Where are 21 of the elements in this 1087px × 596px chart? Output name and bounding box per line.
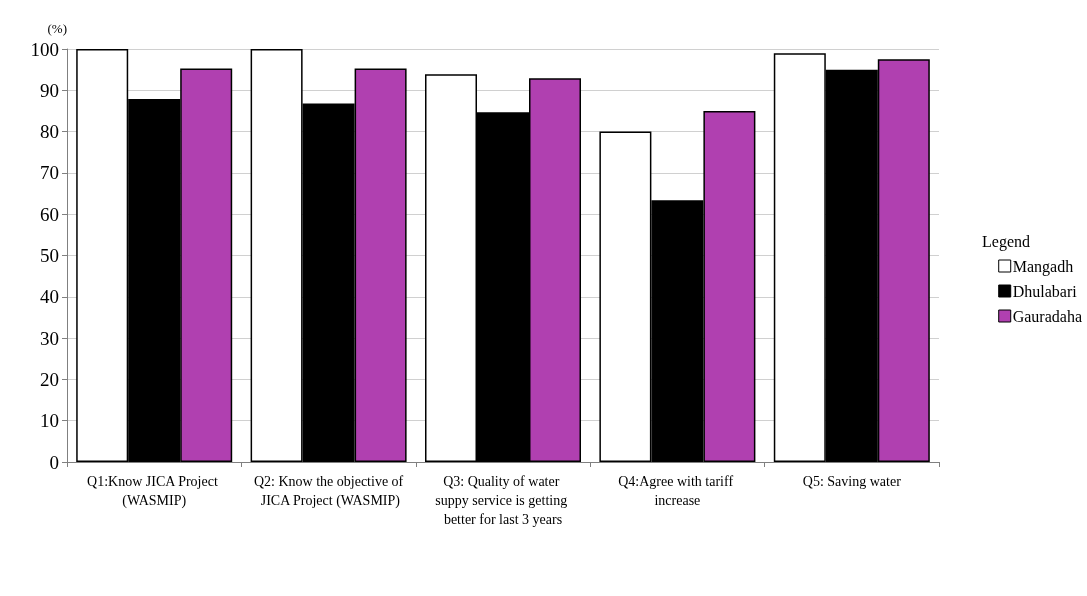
x-tick-label: Q5: Saving water (802, 474, 902, 489)
y-tick-label: 0 (49, 451, 59, 473)
legend-label: Dhulabari (1012, 282, 1078, 300)
legend-label: Mangadh (1012, 257, 1074, 276)
y-tick-label: 60 (40, 203, 59, 225)
legend-title: Legend (982, 232, 1031, 251)
x-tick-label: Q2: Know the objective of JICA Project (WASMIP) (253, 474, 404, 509)
x-tick-label: Q1:Know JICA Project (WASMIP) (87, 474, 222, 509)
y-tick-label: 90 (40, 79, 59, 101)
y-tick-label: 50 (40, 245, 59, 266)
y-tick-label: 100 (30, 38, 59, 60)
y-tick-label: 70 (40, 162, 59, 184)
legend-label: Gauradaha (1012, 307, 1083, 325)
y-tick-label: 80 (40, 121, 59, 143)
y-axis-title: (%) (47, 21, 67, 36)
x-tick-label: Q3: Quality of water suppy service is getting better for last 3 years (435, 474, 571, 527)
y-tick-label: 10 (40, 410, 59, 432)
y-tick-label: 30 (40, 327, 59, 349)
x-tick-label: Q4:Agree with tariff increase (618, 474, 737, 508)
y-tick-label: 40 (40, 286, 59, 308)
y-tick-label: 20 (40, 368, 59, 390)
